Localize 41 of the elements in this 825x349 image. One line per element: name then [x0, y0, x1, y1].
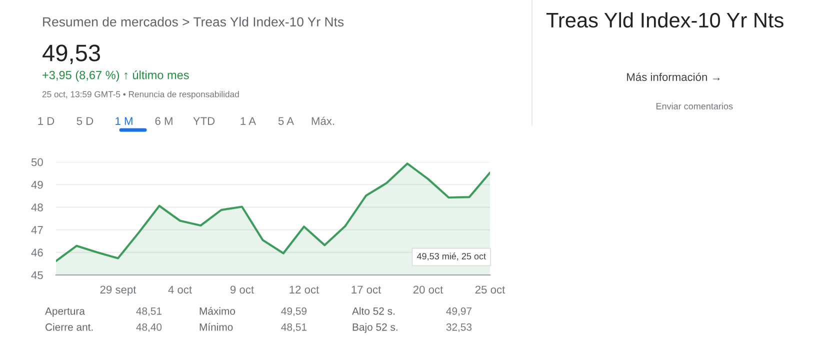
text: Resumen de mercados > Treas Yld Index-10 Yr Nts	[43, 16, 344, 27]
text: 49,53	[42, 44, 100, 64]
text: Mínimo	[200, 323, 233, 331]
x-tick-label: 4 oct	[168, 286, 192, 294]
text: 1 D	[38, 117, 54, 125]
text: 25 oct, 13:59 GMT-5 • Renuncia de responsabilidad	[42, 90, 239, 100]
text: 32,53	[446, 323, 472, 332]
text: 48,51	[281, 323, 306, 332]
text: 1 A	[240, 117, 256, 125]
x-tick-label: 12 oct	[290, 286, 320, 294]
text: 48,51	[136, 307, 162, 316]
y-tick-label: 45	[31, 271, 43, 280]
text: 1 M	[116, 117, 132, 125]
text: Cierre ant.	[46, 323, 93, 331]
y-tick-label: 49	[31, 180, 43, 189]
x-tick-label: 20 oct	[413, 286, 444, 294]
text: Máximo	[200, 307, 236, 315]
text: Apertura	[45, 308, 85, 317]
text: 48,40	[136, 323, 162, 332]
text: 49,59	[281, 307, 307, 316]
text: 6 M	[155, 117, 172, 125]
text: 5 A	[278, 117, 294, 125]
text: Enviar comentarios	[656, 102, 733, 110]
annotation: 49,53 mié, 25 oct	[416, 252, 486, 260]
text: Treas Yld Index-10 Yr Nts	[546, 12, 784, 28]
y-tick-label: 47	[31, 226, 43, 234]
text: YTD	[193, 117, 215, 125]
text: Más información →	[627, 72, 720, 81]
text: Bajo 52 s.	[352, 323, 398, 333]
y-tick-label: 50	[31, 158, 43, 166]
text: +3,95 (8,67 %) ↑ último mes	[42, 70, 189, 82]
text: Máx.	[312, 116, 334, 125]
y-tick-label: 48	[31, 203, 43, 212]
x-tick-label: 29 sept	[100, 286, 136, 296]
text: 49,97	[446, 307, 472, 316]
y-tick-label: 46	[31, 248, 43, 257]
x-tick-label: 25 oct	[475, 286, 506, 294]
text: Alto 52 s.	[352, 307, 394, 315]
x-tick-label: 9 oct	[230, 286, 254, 294]
x-tick-label: 17 oct	[352, 286, 382, 294]
text: 5 D	[76, 117, 94, 125]
